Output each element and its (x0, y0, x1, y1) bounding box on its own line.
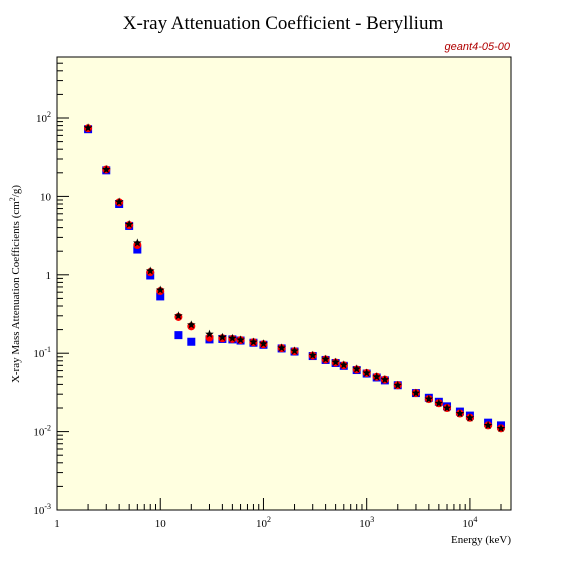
y-tick-label: 10 (40, 191, 52, 203)
y-tick-label: 10-1 (33, 345, 51, 360)
series-star (83, 123, 506, 432)
y-axis-label-sup: 2 (8, 197, 17, 201)
data-point-star (114, 197, 124, 206)
data-point-square (133, 245, 142, 254)
data-point-star (434, 398, 444, 407)
y-tick-label: 1 (46, 270, 52, 282)
data-point-star (455, 409, 465, 418)
x-tick-label: 1 (54, 518, 60, 530)
x-tick-label: 102 (256, 515, 271, 530)
data-point-star (393, 380, 403, 389)
y-tick-label: 10-3 (33, 502, 51, 517)
data-point-star (308, 350, 317, 359)
data-point-star (362, 368, 371, 377)
axis-ticks (56, 56, 502, 511)
data-point-star (339, 360, 349, 369)
tick-labels: 1 10 102 103 104 10-3 10-2 10-1 1 10 102 (33, 110, 477, 530)
data-point-star (218, 332, 227, 341)
y-axis-label: X-ray Mass Attenuation Coefficients (cm2… (8, 185, 22, 383)
data-point-square (174, 331, 183, 340)
data-point-star (205, 329, 214, 338)
data-point-star (496, 423, 506, 432)
data-point-star (83, 123, 93, 132)
y-axis-label-main: X-ray Mass Attenuation Coefficients (cm (10, 201, 22, 383)
data-point-star (411, 388, 421, 397)
data-point-star (187, 320, 196, 329)
x-tick-label: 10 (155, 518, 167, 530)
data-point-star (465, 413, 475, 422)
data-point-star (277, 343, 286, 352)
data-point-star (145, 266, 155, 275)
data-point-star (124, 219, 134, 228)
x-axis-label: Energy (keV) (451, 534, 511, 546)
y-axis-label-tail: /g) (10, 185, 22, 198)
data-point-star (424, 394, 434, 403)
data-point-star (249, 337, 258, 346)
data-point-star (331, 357, 340, 366)
y-tick-label: 10-2 (33, 424, 51, 439)
chart-title: X-ray Attenuation Coefficient - Berylliu… (123, 13, 444, 34)
data-point-star (483, 420, 493, 430)
data-point-star (290, 346, 299, 355)
data-point-star (133, 238, 142, 247)
data-point-star (155, 285, 165, 294)
x-tick-label: 104 (462, 515, 477, 530)
data-point-star (236, 335, 245, 344)
data-point-square (187, 337, 196, 346)
plot-area (56, 56, 512, 511)
data-point-star (228, 333, 237, 342)
data-point-square (156, 292, 165, 301)
version-tag: geant4-05-00 (445, 41, 511, 53)
data-point-star (101, 165, 111, 174)
data-point-star (321, 354, 330, 363)
data-point-star (352, 364, 361, 373)
data-points (83, 123, 506, 433)
data-point-star (259, 339, 268, 348)
data-point-star (442, 403, 452, 412)
x-tick-label: 103 (359, 515, 374, 530)
data-point-star (174, 311, 183, 320)
data-point-star (372, 372, 381, 381)
y-tick-label: 102 (36, 110, 51, 125)
data-point-star (380, 375, 390, 384)
